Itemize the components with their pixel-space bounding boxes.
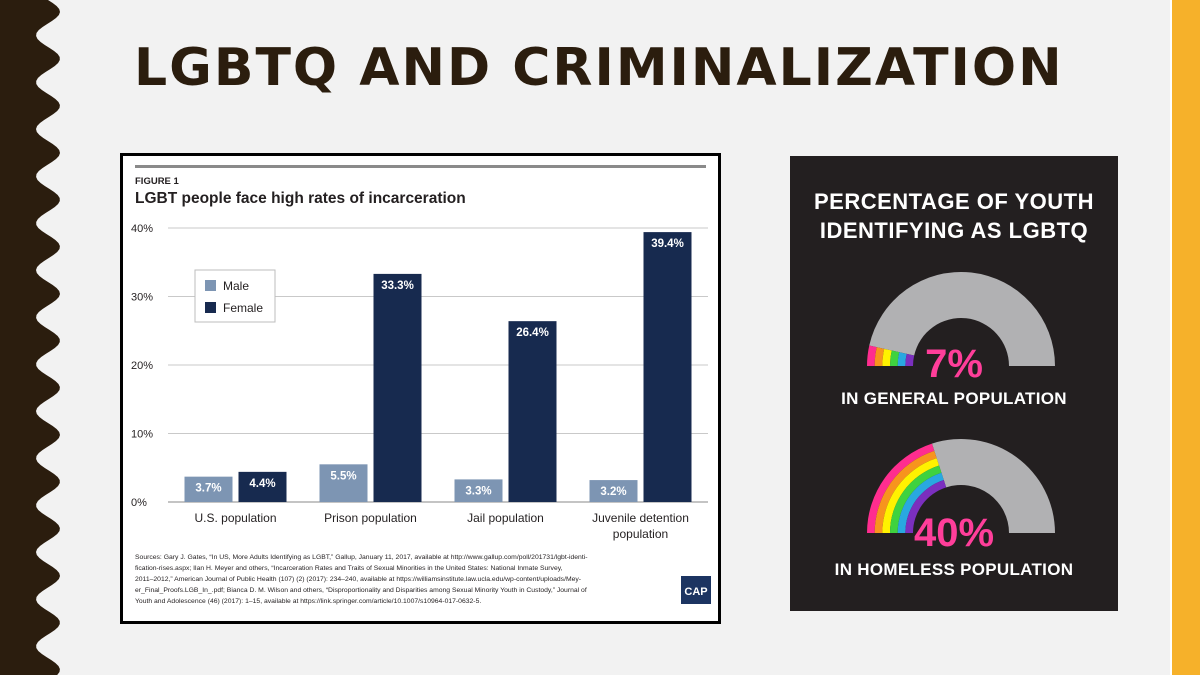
gauge-track [869,271,1055,366]
bar-value-label: 5.5% [330,470,356,482]
rainbow-band [905,353,915,366]
x-category-label: U.S. population [194,511,276,525]
bar-female [373,273,422,502]
youth-lgbtq-infographic: PERCENTAGE OF YOUTH IDENTIFYING AS LGBTQ… [790,156,1118,611]
incarceration-figure: FIGURE 1 LGBT people face high rates of i… [120,153,721,624]
rainbow-band [897,472,944,533]
gauge-graphics [867,271,1055,533]
legend-label-female: Female [223,301,263,315]
legend-box [194,269,276,323]
homeless-population-percent: 40% [913,511,995,555]
y-tick-label: 30% [131,292,153,304]
rainbow-band [882,348,892,366]
infographic-heading-line-2: IDENTIFYING AS LGBTQ [819,218,1089,243]
sources-line: 2011–2012,” American Journal of Public H… [135,576,581,583]
y-tick-label: 20% [131,360,153,372]
sources-line: Youth and Adolescence (46) (2017): 1–15,… [135,598,481,605]
wavy-border-decoration [0,0,60,675]
legend-label-male: Male [223,279,249,293]
sources-line: fication-rises.aspx; Ilan H. Meyer and o… [135,565,563,572]
rainbow-band [890,465,942,533]
homeless-population-label: IN HOMELESS POPULATION [834,560,1074,579]
bar-male [319,464,368,502]
rainbow-band [867,443,935,533]
x-category-label: Juvenile detention [592,511,689,525]
accent-divider [1170,0,1172,675]
general-population-label: IN GENERAL POPULATION [841,389,1067,408]
rainbow-band [867,345,877,366]
bar-male [454,479,503,502]
bar-male [589,480,638,502]
chart-title: LGBT people face high rates of incarcera… [135,190,466,207]
rainbow-band [905,480,947,533]
bar-value-label: 39.4% [651,238,684,250]
sources-line: Sources: Gary J. Gates, “In US, More Adu… [135,554,587,561]
bar-female [643,232,692,503]
bar-value-label: 4.4% [249,478,275,490]
bar-value-label: 26.4% [516,327,549,339]
rainbow-band [882,458,940,533]
legend-swatch-female [205,302,216,313]
rainbow-band [874,347,885,366]
bar-female [508,321,557,502]
bar-chart: FIGURE 1 LGBT people face high rates of i… [131,165,711,605]
figure-top-rule [135,165,706,168]
x-category-label: Prison population [324,511,417,525]
general-population-percent: 7% [925,342,983,386]
y-tick-label: 10% [131,429,153,441]
bar-value-label: 3.3% [465,485,491,497]
bar-value-label: 3.2% [600,486,626,498]
x-category-label: Jail population [467,511,544,525]
x-category-label: population [613,527,668,541]
y-tick-label: 0% [131,497,147,509]
bar-value-label: 3.7% [195,483,221,495]
slide-title: LGBTQ AND CRIMINALIZATION [134,38,1064,98]
rainbow-band [890,350,900,366]
figure-label: FIGURE 1 [135,176,180,187]
infographic-heading-line-1: PERCENTAGE OF YOUTH [813,189,1095,214]
legend-swatch-male [205,280,216,291]
rainbow-band [897,352,907,366]
sources-line: er_Final_Proofs.LGB_In_.pdf; Bianca D. M… [135,587,587,594]
cap-logo-text: CAP [684,586,707,598]
rainbow-band [874,450,937,533]
accent-bar [1172,0,1200,675]
gauge-track [931,438,1055,533]
bar-value-label: 33.3% [381,280,414,292]
bar-male [184,476,233,502]
y-tick-label: 40% [131,223,153,235]
cap-logo [681,576,711,604]
bar-female [238,471,287,502]
